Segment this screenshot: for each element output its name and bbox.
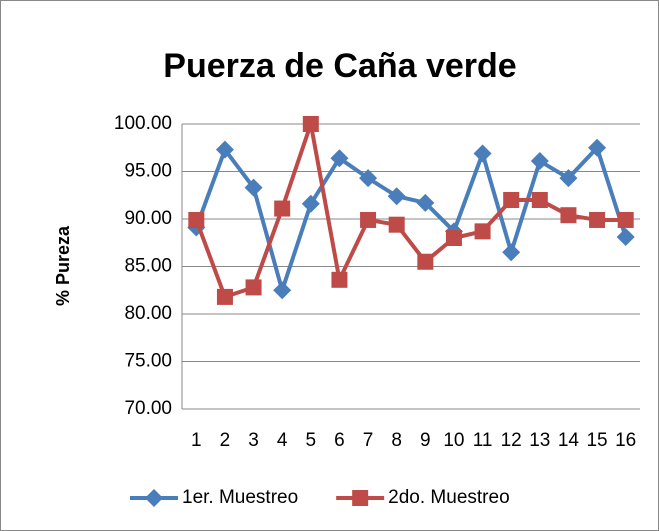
marker: [215, 140, 234, 159]
marker: [503, 192, 520, 208]
marker: [216, 288, 233, 305]
marker: [331, 271, 348, 288]
x-tick-label: 9: [420, 430, 431, 451]
marker: [302, 116, 319, 132]
marker: [474, 223, 491, 240]
marker: [244, 178, 263, 197]
x-tick-label: 3: [248, 430, 259, 451]
marker: [502, 243, 521, 262]
series-line: [194, 122, 626, 299]
marker: [273, 281, 292, 300]
marker: [589, 211, 606, 228]
y-tick-label: 90.00: [124, 208, 172, 229]
marker: [387, 187, 406, 206]
marker: [559, 169, 578, 188]
y-axis-label: % Pureza: [53, 225, 73, 306]
marker: [560, 207, 577, 224]
marker: [352, 490, 369, 506]
y-tick-label: 80.00: [124, 303, 172, 324]
x-tick-label: 16: [615, 430, 636, 451]
y-tick-label: 95.00: [124, 161, 172, 182]
marker: [188, 211, 205, 228]
marker: [588, 138, 607, 157]
marker: [530, 152, 549, 171]
x-tick-label: 8: [391, 430, 402, 451]
x-tick-label: 5: [306, 430, 317, 451]
marker: [359, 169, 378, 188]
marker: [388, 216, 405, 233]
chart-title: Puerza de Caña verde: [163, 47, 516, 85]
marker: [301, 194, 320, 213]
marker: [417, 253, 434, 270]
marker: [145, 489, 163, 507]
x-tick-label: 7: [363, 430, 374, 451]
marker: [616, 228, 635, 247]
marker: [445, 230, 462, 246]
y-tick-label: 75.00: [124, 351, 172, 372]
x-tick-label: 13: [529, 430, 550, 451]
marker: [617, 211, 634, 228]
marker: [360, 211, 377, 228]
y-tick-label: 85.00: [124, 256, 172, 277]
marker: [531, 192, 548, 208]
x-tick-label: 14: [558, 430, 580, 451]
legend-label: 2do. Muestreo: [388, 487, 509, 508]
marker: [330, 149, 349, 168]
legend-label: 1er. Muestreo: [182, 487, 298, 508]
x-tick-label: 1: [191, 430, 202, 451]
x-tick-label: 2: [220, 430, 231, 451]
x-tick-label: 10: [443, 430, 464, 451]
x-tick-label: 15: [586, 430, 607, 451]
x-tick-label: 4: [277, 430, 288, 451]
x-tick-label: 12: [501, 430, 522, 451]
marker: [416, 193, 435, 212]
y-tick-label: 100.00: [114, 113, 172, 134]
marker: [473, 144, 492, 163]
marker: [245, 279, 262, 296]
x-tick-label: 11: [473, 430, 493, 451]
series-line: [194, 145, 628, 293]
y-tick-label: 70.00: [124, 398, 172, 419]
marker: [274, 200, 291, 217]
x-tick-label: 6: [334, 430, 345, 451]
